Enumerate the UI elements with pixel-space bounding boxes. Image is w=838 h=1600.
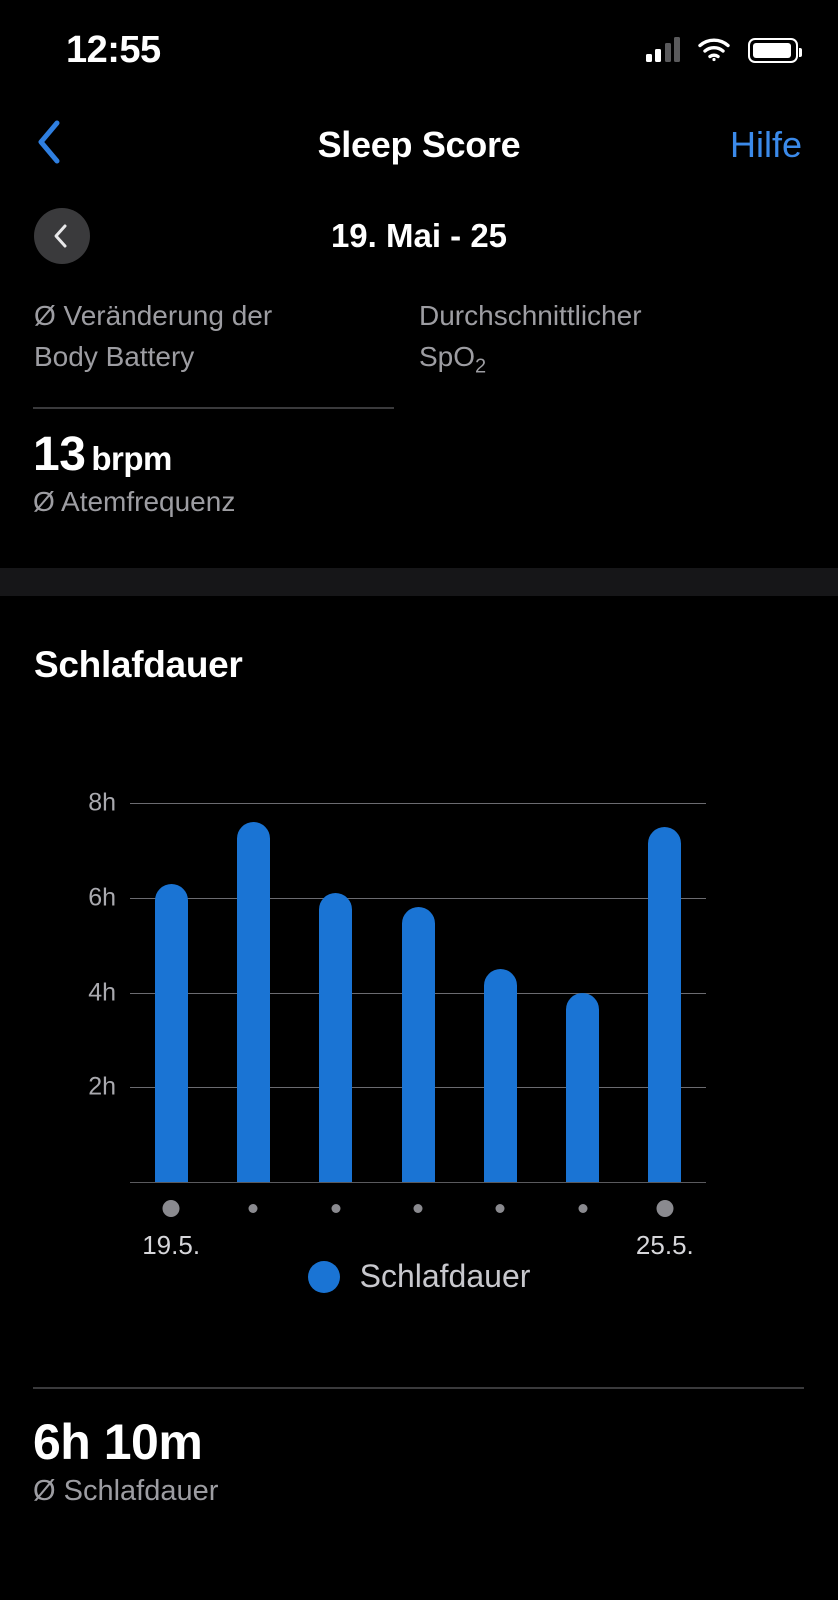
chart-bar[interactable] [483, 969, 517, 1183]
average-sleep-label: Ø Schlafdauer [33, 1475, 219, 1508]
metric-spo2: Durchschnittlicher SpO2 [419, 296, 804, 381]
chart-y-tick-label: 6h [88, 883, 116, 912]
average-sleep-value: 6h 10m [33, 1414, 203, 1471]
metrics-divider [33, 407, 394, 410]
help-button[interactable]: Hilfe [729, 124, 802, 165]
chevron-left-icon [54, 224, 66, 248]
average-sleep-stat: 6h 10m Ø Schlafdauer [0, 1389, 838, 1508]
chart-bar[interactable] [319, 893, 353, 1183]
date-range-label: 19. Mai - 25 [330, 217, 508, 254]
metric-body-battery: Ø Veränderung der Body Battery [34, 296, 419, 381]
respiration-stat: 13 brpm Ø Atemfrequenz [0, 409, 838, 518]
status-bar: 12:55 [0, 0, 838, 100]
chart-x-dot[interactable] [331, 1204, 341, 1214]
legend-color-swatch [307, 1260, 340, 1293]
status-bar-time: 12:55 [66, 28, 161, 71]
metric-title-line2: Body Battery [34, 340, 195, 372]
chart-legend: Schlafdauer [34, 1258, 804, 1295]
metric-title-line1: Durchschnittlicher [419, 300, 642, 331]
legend-label: Schlafdauer [359, 1258, 531, 1295]
chart-x-tick-label: 19.5. [142, 1230, 201, 1261]
wifi-icon [698, 38, 730, 62]
chart-x-dot[interactable] [656, 1200, 674, 1218]
back-button[interactable] [36, 119, 76, 172]
respiration-value: 13 [33, 428, 86, 482]
respiration-label: Ø Atemfrequenz [33, 486, 236, 518]
chart-x-dot[interactable] [162, 1200, 180, 1218]
chart-baseline [130, 1182, 706, 1184]
metric-title: Ø Veränderung der Body Battery [34, 296, 391, 377]
chart-bar[interactable] [648, 826, 682, 1183]
metrics-row: Ø Veränderung der Body Battery Durchschn… [0, 282, 838, 381]
chart-x-tick-label: 25.5. [635, 1230, 694, 1261]
chart-y-tick-label: 4h [88, 978, 116, 1007]
respiration-value-row: 13 brpm [33, 427, 804, 482]
chart-x-dot[interactable] [578, 1204, 588, 1214]
metric-title-subscript: 2 [475, 355, 487, 378]
sleep-duration-section: Schlafdauer 2h 4h 6h 8h 19.5. 25.5. Schlafdau… [0, 644, 838, 1295]
page-title: Sleep Score [317, 124, 521, 165]
chart-bar[interactable] [401, 907, 435, 1183]
nav-bar: Sleep Score Hilfe [0, 100, 838, 190]
cellular-signal-icon [645, 37, 680, 62]
date-selector: 19. Mai - 25 [0, 190, 838, 282]
respiration-unit: brpm [91, 440, 172, 478]
chart-bar[interactable] [236, 822, 270, 1183]
battery-icon [748, 37, 802, 63]
chart-bar[interactable] [154, 883, 188, 1183]
chart-x-dot[interactable] [413, 1204, 423, 1214]
chart-y-tick-label: 8h [88, 788, 116, 817]
status-bar-indicators [645, 0, 802, 100]
chart-gridline [130, 897, 706, 899]
metric-title: Durchschnittlicher SpO2 [419, 296, 776, 381]
chart-x-dot[interactable] [495, 1204, 505, 1214]
section-title: Schlafdauer [34, 644, 243, 686]
metric-title-line1: Ø Veränderung der [34, 300, 273, 331]
previous-period-button[interactable] [34, 208, 90, 264]
chart-x-dot[interactable] [248, 1204, 258, 1214]
footer-divider [33, 1387, 804, 1390]
metric-title-line2: SpO [419, 340, 476, 372]
chart-bar[interactable] [566, 992, 600, 1183]
chart-y-tick-label: 2h [88, 1072, 116, 1101]
section-separator-band [0, 568, 838, 597]
sleep-duration-chart[interactable]: 2h 4h 6h 8h 19.5. 25.5. [34, 760, 804, 1260]
chart-gridline [130, 803, 706, 805]
